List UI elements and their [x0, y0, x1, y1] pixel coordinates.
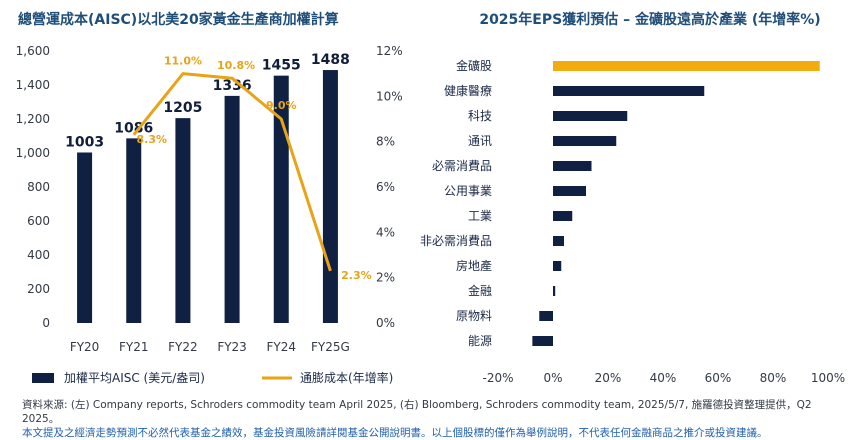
- left-y-tick-label: 600: [27, 214, 50, 228]
- aisc-bar: [175, 118, 191, 324]
- left-y-tick-label: 1,200: [16, 112, 50, 126]
- left-y-tick-label: 1,400: [16, 78, 50, 92]
- sector-label: 原物料: [456, 309, 492, 323]
- inflation-point-label: 2.3%: [341, 269, 372, 282]
- x-tick-label: 0%: [543, 371, 562, 385]
- aisc-bar: [322, 70, 338, 323]
- footer-source: 資料來源: (左) Company reports, Schroders com…: [22, 399, 812, 425]
- inflation-point-label: 10.8%: [217, 59, 255, 72]
- sector-label: 能源: [468, 334, 492, 348]
- sector-label: 健康醫療: [444, 83, 492, 98]
- x-tick-label: FY20: [70, 340, 100, 354]
- aisc-bar: [126, 138, 142, 323]
- left-y-tick-label: 800: [27, 180, 50, 194]
- sector-label: 必需消費品: [432, 158, 492, 173]
- left-y-tick-label: 0: [42, 316, 50, 330]
- eps-bar: [553, 136, 617, 146]
- aisc-bar: [224, 95, 240, 323]
- inflation-point-label: 9.0%: [266, 99, 297, 112]
- eps-bar: [553, 186, 586, 196]
- legend-label-inflation: 通膨成本(年增率): [300, 370, 393, 385]
- x-tick-label: FY21: [119, 340, 149, 354]
- sector-label: 通讯: [468, 134, 492, 148]
- sector-label: 非必需消費品: [420, 233, 492, 248]
- footer-disclaimer: 本文提及之經濟走勢預測不必然代表基金之績效，基金投資風險請詳閱基金公開說明書。以…: [22, 427, 768, 439]
- eps-bar: [553, 86, 705, 96]
- left-chart-title: 總營運成本(AISC)以北美20家黃金生產商加權計算: [18, 11, 339, 28]
- sector-label: 金礦股: [456, 58, 492, 73]
- legend-label-aisc: 加權平均AISC (美元/盎司): [64, 371, 205, 385]
- right-y-tick-label: 8%: [376, 135, 395, 149]
- aisc-bar-label: 1205: [163, 100, 202, 116]
- aisc-bar-label: 1336: [213, 78, 252, 94]
- right-y-tick-label: 10%: [376, 89, 403, 103]
- aisc-bar: [77, 152, 93, 323]
- right-y-tick-label: 6%: [376, 180, 395, 194]
- x-tick-label: FY24: [266, 340, 296, 354]
- right-y-tick-label: 2%: [376, 271, 395, 285]
- left-y-tick-label: 400: [27, 248, 50, 262]
- eps-bar: [539, 311, 553, 321]
- left-y-tick-label: 200: [27, 282, 50, 296]
- x-tick-label: 100%: [811, 371, 845, 385]
- sector-label: 房地產: [456, 258, 492, 273]
- eps-bar: [553, 161, 592, 171]
- aisc-bar: [273, 75, 289, 324]
- x-tick-label: 60%: [705, 371, 732, 385]
- eps-bar: [553, 211, 573, 221]
- eps-bar: [553, 286, 556, 296]
- sector-label: 金融: [468, 283, 492, 298]
- left-y-tick-label: 1,000: [16, 146, 50, 160]
- eps-bar: [553, 261, 562, 271]
- x-tick-label: -20%: [482, 371, 513, 385]
- right-chart-title: 2025年EPS獲利預估 – 金礦股遠高於產業 (年增率%): [479, 11, 820, 28]
- left-y-tick-label: 1,600: [16, 44, 50, 58]
- aisc-bar-label: 1455: [262, 58, 301, 74]
- aisc-bar-label: 1003: [65, 134, 104, 150]
- aisc-bar-label: 1488: [311, 52, 350, 68]
- x-tick-label: 80%: [760, 371, 787, 385]
- x-tick-label: FY23: [217, 340, 247, 354]
- x-tick-label: 40%: [650, 371, 677, 385]
- x-tick-label: FY25G: [311, 340, 350, 354]
- eps-bar: [553, 61, 820, 71]
- inflation-line: [132, 72, 332, 272]
- sector-label: 科技: [468, 109, 492, 123]
- x-tick-label: FY22: [168, 340, 198, 354]
- sector-label: 工業: [468, 209, 492, 223]
- x-tick-label: 20%: [595, 371, 622, 385]
- right-y-tick-label: 12%: [376, 44, 403, 58]
- eps-bar: [532, 336, 553, 346]
- sector-label: 公用事業: [444, 184, 492, 198]
- left-chart: 0 200 400 600 800 1,000 1,200 1,400 1,600 0% 2% 4% 6…: [16, 44, 403, 385]
- eps-bar: [553, 236, 564, 246]
- inflation-point-label: 8.3%: [136, 133, 167, 146]
- right-y-tick-label: 0%: [376, 316, 395, 330]
- right-y-tick-label: 4%: [376, 225, 395, 239]
- eps-bar: [553, 111, 628, 121]
- footer: 資料來源: (左) Company reports, Schroders com…: [22, 398, 852, 440]
- inflation-point-label: 11.0%: [164, 55, 202, 68]
- legend-swatch-aisc: [32, 373, 54, 383]
